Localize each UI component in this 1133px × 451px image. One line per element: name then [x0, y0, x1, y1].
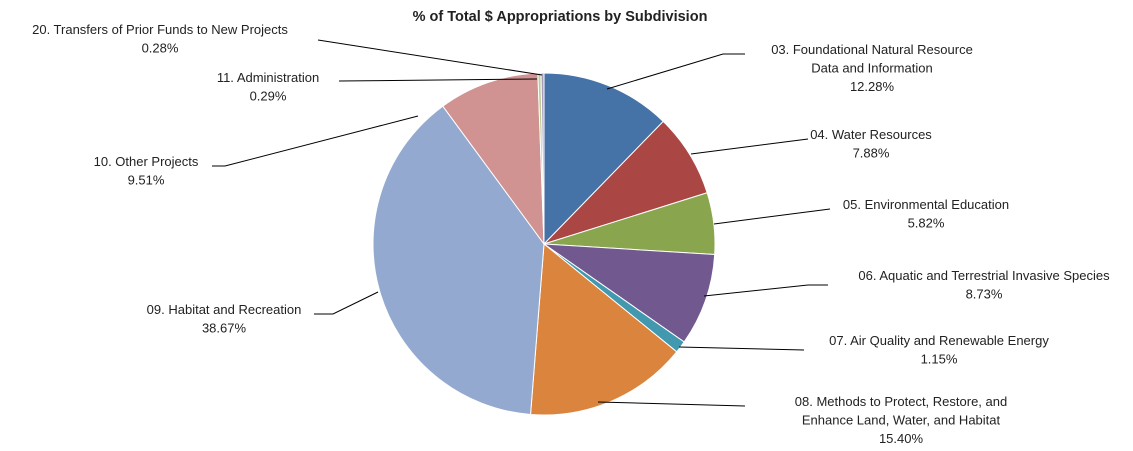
slice-percent-3: 5.82% [908, 216, 945, 231]
slice-percent-9: 0.29% [250, 89, 287, 104]
slice-label-10: 20. Transfers of Prior Funds to New Proj… [32, 22, 288, 56]
pie-slice-10 [540, 72, 545, 245]
slice-label-7: 09. Habitat and Recreation 38.67% [147, 302, 302, 336]
slice-name-6: 08. Methods to Protect, Restore, and [795, 394, 1007, 409]
slice-percent-5: 1.15% [921, 352, 958, 367]
slice-name-8: 10. Other Projects [94, 154, 199, 169]
slice-label-4: 06. Aquatic and Terrestrial Invasive Spe… [858, 268, 1110, 302]
slice-name-1: Data and Information [811, 61, 932, 76]
slice-name-3: 05. Environmental Education [843, 197, 1009, 212]
slice-percent-8: 9.51% [128, 173, 165, 188]
slice-name-2: 04. Water Resources [810, 127, 932, 142]
pie-slices [372, 72, 716, 416]
slice-label-9: 11. Administration 0.29% [217, 70, 319, 104]
slice-label-8: 10. Other Projects 9.51% [94, 154, 199, 188]
slice-percent-6: 15.40% [879, 431, 924, 446]
leader-line-5 [678, 346, 805, 351]
leader-line-7 [314, 291, 379, 315]
leader-lines [212, 39, 831, 407]
slice-percent-2: 7.88% [853, 146, 890, 161]
slice-label-3: 05. Environmental Education 5.82% [843, 197, 1009, 231]
slice-name-6: Enhance Land, Water, and Habitat [802, 413, 1001, 428]
slice-label-6: 08. Methods to Protect, Restore, and Enha… [795, 394, 1007, 446]
slice-percent-1: 12.28% [850, 79, 895, 94]
leader-line-4 [703, 284, 828, 297]
slice-name-1: 03. Foundational Natural Resource [771, 42, 973, 57]
slice-name-10: 20. Transfers of Prior Funds to New Proj… [32, 22, 288, 37]
leader-line-6 [597, 401, 746, 407]
slice-name-4: 06. Aquatic and Terrestrial Invasive Spe… [858, 268, 1110, 283]
pie-slice-4 [542, 243, 716, 343]
leader-line-8 [212, 115, 419, 167]
leader-line-9 [338, 78, 538, 82]
slice-name-9: 11. Administration [217, 70, 319, 85]
leader-line-10 [317, 39, 543, 76]
slice-name-7: 09. Habitat and Recreation [147, 302, 302, 317]
chart-title: % of Total $ Appropriations by Subdivisi… [413, 9, 708, 25]
leader-line-3 [713, 208, 831, 225]
leader-line-1 [606, 53, 745, 90]
slice-percent-10: 0.28% [142, 41, 179, 56]
slice-label-5: 07. Air Quality and Renewable Energy 1.15… [829, 333, 1049, 367]
pie-slice-6 [529, 243, 678, 416]
leader-line-2 [690, 138, 809, 155]
slice-labels: 03. Foundational Natural Resource Data an… [32, 22, 1110, 446]
slice-label-1: 03. Foundational Natural Resource Data an… [771, 42, 973, 94]
pie-slice-1 [543, 72, 664, 246]
slice-name-5: 07. Air Quality and Renewable Energy [829, 333, 1049, 348]
pie-slice-7 [372, 105, 545, 416]
slice-label-2: 04. Water Resources 7.88% [810, 127, 932, 161]
slice-percent-4: 8.73% [966, 287, 1003, 302]
slice-percent-7: 38.67% [202, 321, 247, 336]
